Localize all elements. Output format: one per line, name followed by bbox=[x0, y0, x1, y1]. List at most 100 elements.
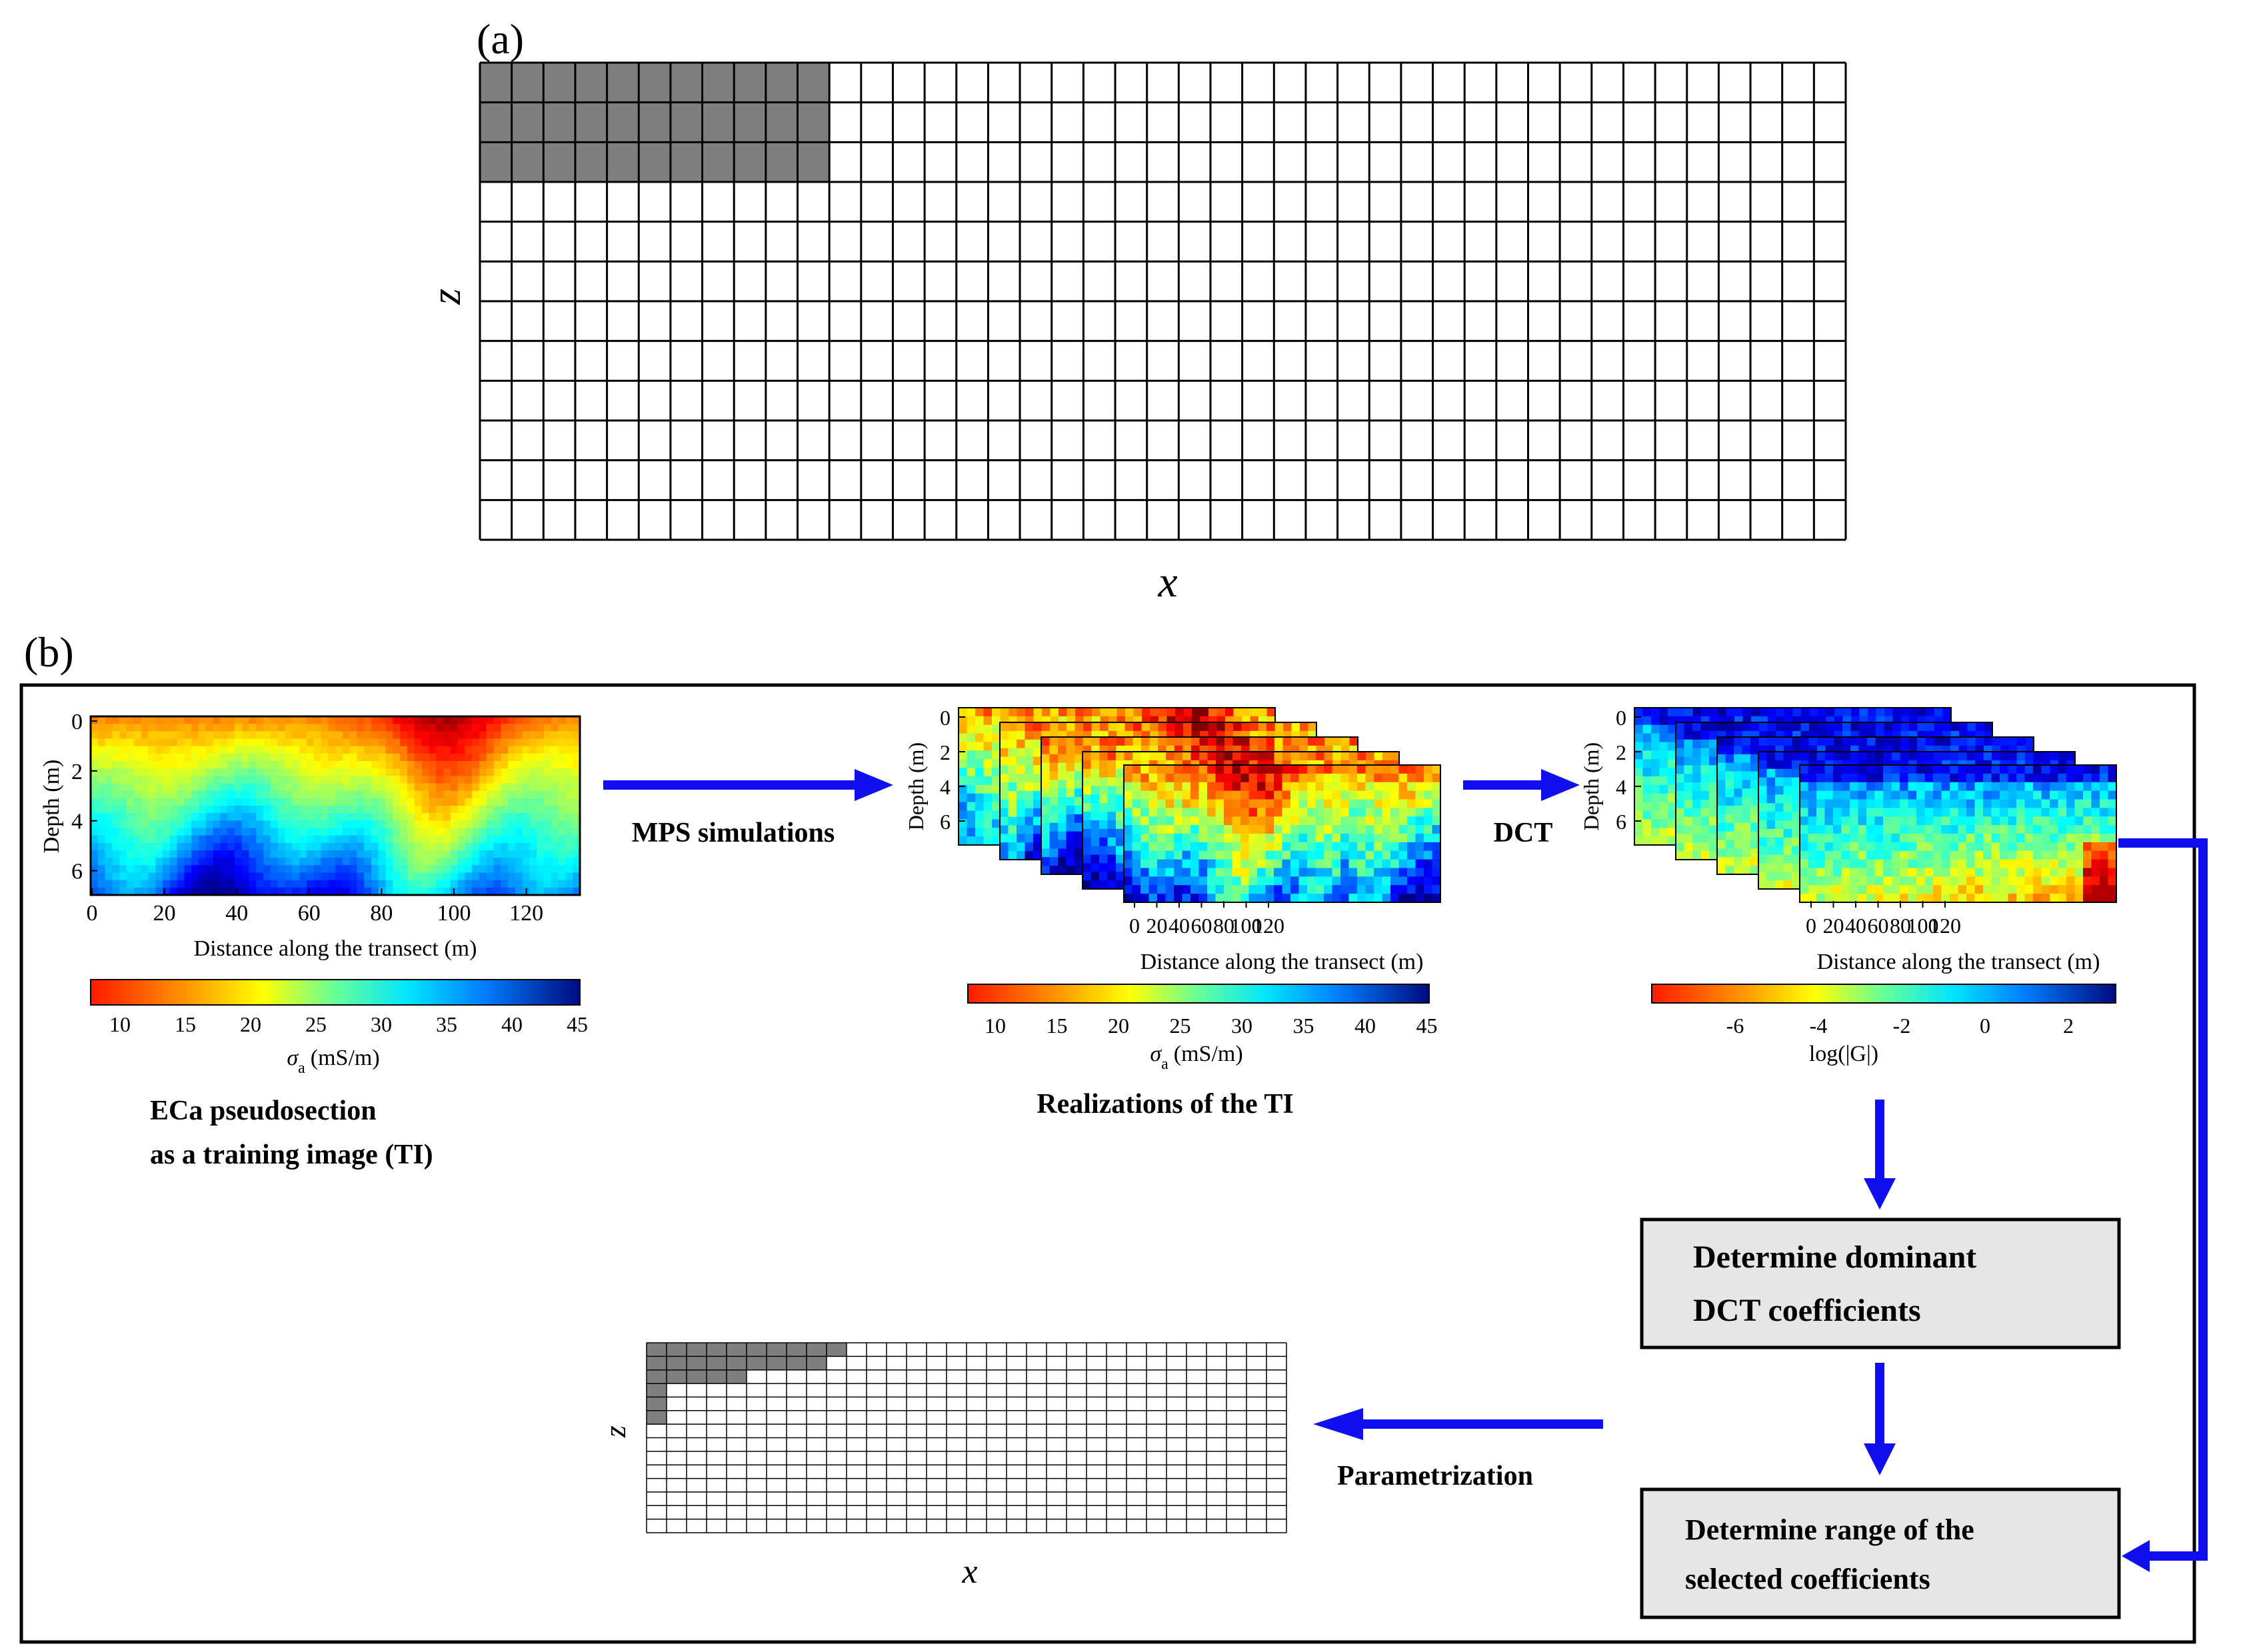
ti-cell bbox=[184, 716, 192, 724]
realization-cell bbox=[1374, 894, 1383, 903]
ti-cell bbox=[97, 872, 106, 881]
realization-cell bbox=[1249, 752, 1258, 761]
ti-cell bbox=[393, 858, 401, 866]
ti-cell bbox=[148, 880, 156, 888]
realization-cell bbox=[1215, 842, 1224, 852]
ti-cell bbox=[342, 887, 351, 896]
ti-cell bbox=[429, 828, 437, 836]
ti-cell bbox=[162, 858, 171, 866]
ti-cell bbox=[220, 887, 228, 896]
realization-cell bbox=[1116, 812, 1125, 821]
realization-cell bbox=[975, 802, 985, 812]
ti-cell bbox=[364, 820, 372, 829]
realization-cell bbox=[1025, 825, 1034, 834]
realization-cell bbox=[1017, 708, 1026, 717]
dct-label: DCT bbox=[1494, 818, 1553, 848]
realization-cell bbox=[1033, 791, 1043, 800]
realization-cell bbox=[1058, 762, 1067, 772]
ti-cell bbox=[148, 858, 156, 866]
ti-cell bbox=[133, 731, 142, 740]
ti-cell bbox=[393, 768, 401, 776]
ti-cell bbox=[285, 858, 293, 866]
ti-cell bbox=[234, 880, 243, 888]
ti-cell bbox=[191, 842, 199, 851]
ti-cell bbox=[97, 798, 106, 806]
ti-cell bbox=[227, 761, 235, 769]
ti-cell bbox=[429, 798, 437, 806]
ti-cell bbox=[299, 842, 307, 851]
realization-cell bbox=[1025, 851, 1034, 860]
ti-cell bbox=[558, 887, 567, 896]
realization-cell bbox=[1315, 894, 1324, 903]
realization-cell bbox=[1298, 790, 1308, 800]
ti-cell bbox=[443, 738, 451, 747]
ti-cell bbox=[321, 872, 329, 881]
ti-cell bbox=[573, 753, 581, 762]
ti-cell bbox=[349, 761, 357, 769]
realization-cell bbox=[1415, 885, 1424, 894]
ti-cell bbox=[393, 753, 401, 762]
ti-cell bbox=[306, 724, 315, 732]
ti-cell bbox=[141, 776, 149, 784]
ti-cell bbox=[169, 761, 178, 769]
realization-cell bbox=[1190, 773, 1200, 783]
ti-cell bbox=[421, 887, 429, 896]
ti-cell bbox=[292, 753, 300, 762]
ti-cell bbox=[97, 761, 106, 769]
ti-cell bbox=[371, 761, 379, 769]
realization-cell bbox=[1315, 816, 1324, 826]
realization-cell bbox=[1198, 799, 1208, 808]
ti-cell bbox=[306, 828, 315, 836]
grid-a-shaded-cell bbox=[575, 142, 608, 183]
realization-cell bbox=[1017, 851, 1026, 860]
realization-cell bbox=[967, 724, 976, 734]
ti-cell bbox=[573, 738, 581, 747]
ti-cell bbox=[508, 716, 516, 724]
realization-cell bbox=[1240, 782, 1250, 792]
realization-cell bbox=[959, 784, 968, 794]
ti-cell bbox=[414, 768, 423, 776]
realization-cell bbox=[1348, 859, 1358, 869]
ti-cell bbox=[241, 761, 250, 769]
realization-cell bbox=[1308, 737, 1317, 746]
ti-cell bbox=[148, 761, 156, 769]
ti-cell bbox=[515, 806, 523, 814]
realization-cell bbox=[992, 819, 1001, 828]
realization-cell bbox=[975, 836, 985, 846]
ti-cell bbox=[443, 850, 451, 858]
ti-cell bbox=[501, 798, 509, 806]
ti-cell bbox=[169, 842, 178, 851]
ti-cell bbox=[551, 828, 559, 836]
ti-cell bbox=[342, 761, 351, 769]
realization-cell bbox=[1274, 834, 1283, 843]
ti-cell bbox=[436, 835, 444, 844]
realization-cell bbox=[1324, 782, 1333, 792]
ti-cell bbox=[270, 790, 279, 799]
sigma-symbol: σ bbox=[1150, 1042, 1162, 1066]
realization-cell bbox=[1274, 752, 1283, 761]
ti-cell bbox=[155, 813, 163, 821]
realization-cell bbox=[1049, 814, 1059, 824]
ti-cell bbox=[393, 731, 401, 740]
realization-cell bbox=[1091, 777, 1100, 787]
realization-cell bbox=[1174, 859, 1183, 869]
ti-cell bbox=[285, 783, 293, 792]
ti-colorbar-label: σa (mS/m) bbox=[287, 1046, 379, 1077]
realization-cell bbox=[1291, 737, 1300, 746]
realization-cell bbox=[967, 836, 976, 846]
realization-cell bbox=[1257, 885, 1266, 894]
ti-cell bbox=[249, 738, 257, 747]
ti-cell bbox=[565, 798, 573, 806]
realization-cell bbox=[1332, 765, 1341, 774]
ti-cell bbox=[573, 887, 581, 896]
realization-cell bbox=[1424, 816, 1433, 826]
realization-layer bbox=[1123, 764, 1441, 903]
ti-cell bbox=[119, 850, 127, 858]
realization-cell bbox=[1415, 765, 1424, 774]
ti-cell bbox=[529, 842, 537, 851]
ti-cell bbox=[220, 783, 228, 792]
ti-cell bbox=[112, 872, 120, 881]
ti-cell bbox=[119, 798, 127, 806]
realization-cell bbox=[1174, 782, 1183, 792]
ti-cell bbox=[558, 738, 567, 747]
